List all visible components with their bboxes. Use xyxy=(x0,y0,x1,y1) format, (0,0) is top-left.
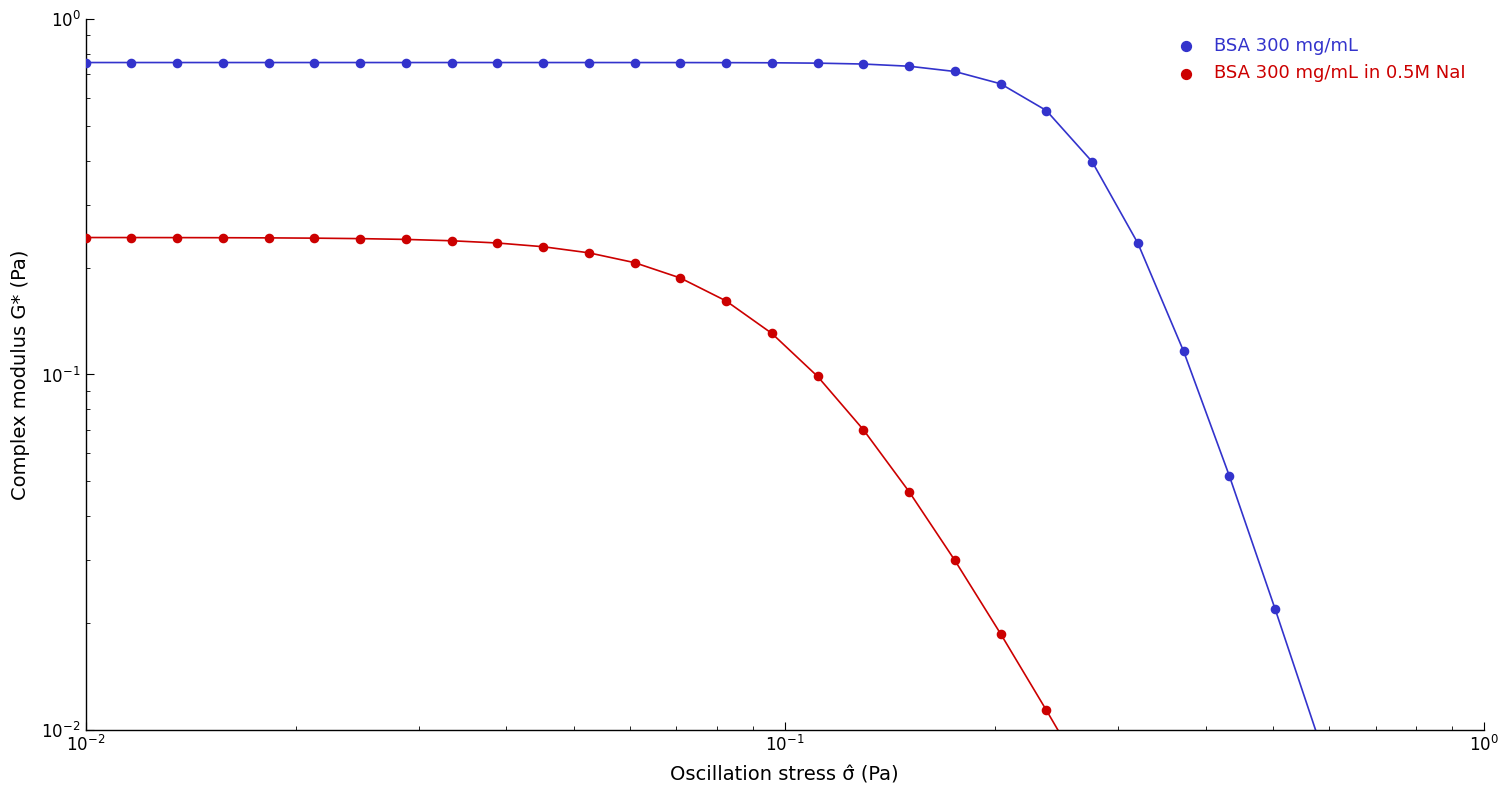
BSA 300 mg/mL xyxy=(1309,739,1333,752)
BSA 300 mg/mL in 0.5M NaI xyxy=(669,271,693,284)
BSA 300 mg/mL in 0.5M NaI xyxy=(942,554,966,567)
Y-axis label: Complex modulus G* (Pa): Complex modulus G* (Pa) xyxy=(11,249,30,500)
BSA 300 mg/mL xyxy=(211,57,236,69)
BSA 300 mg/mL xyxy=(1034,104,1059,117)
BSA 300 mg/mL in 0.5M NaI xyxy=(211,232,236,244)
BSA 300 mg/mL xyxy=(577,57,601,69)
BSA 300 mg/mL xyxy=(532,57,556,69)
BSA 300 mg/mL in 0.5M NaI xyxy=(1034,704,1059,716)
BSA 300 mg/mL in 0.5M NaI xyxy=(622,256,646,269)
BSA 300 mg/mL xyxy=(347,57,371,69)
BSA 300 mg/mL xyxy=(74,57,98,69)
BSA 300 mg/mL in 0.5M NaI xyxy=(257,232,281,244)
BSA 300 mg/mL in 0.5M NaI xyxy=(760,327,784,340)
BSA 300 mg/mL in 0.5M NaI xyxy=(165,232,189,244)
BSA 300 mg/mL xyxy=(1262,603,1287,615)
BSA 300 mg/mL xyxy=(302,57,326,69)
BSA 300 mg/mL in 0.5M NaI xyxy=(532,240,556,253)
BSA 300 mg/mL in 0.5M NaI xyxy=(989,627,1013,640)
BSA 300 mg/mL in 0.5M NaI xyxy=(897,486,921,498)
BSA 300 mg/mL xyxy=(942,65,966,78)
BSA 300 mg/mL xyxy=(485,57,509,69)
BSA 300 mg/mL in 0.5M NaI xyxy=(302,232,326,244)
BSA 300 mg/mL xyxy=(119,57,143,69)
BSA 300 mg/mL xyxy=(1217,470,1241,482)
BSA 300 mg/mL in 0.5M NaI xyxy=(1080,782,1104,795)
BSA 300 mg/mL xyxy=(1172,345,1196,357)
BSA 300 mg/mL xyxy=(669,57,693,69)
BSA 300 mg/mL xyxy=(622,57,646,69)
BSA 300 mg/mL in 0.5M NaI xyxy=(394,233,418,246)
BSA 300 mg/mL in 0.5M NaI xyxy=(852,423,876,436)
BSA 300 mg/mL in 0.5M NaI xyxy=(714,295,738,307)
BSA 300 mg/mL xyxy=(714,57,738,69)
BSA 300 mg/mL xyxy=(439,57,464,69)
BSA 300 mg/mL in 0.5M NaI xyxy=(805,370,829,383)
Legend: BSA 300 mg/mL, BSA 300 mg/mL in 0.5M NaI: BSA 300 mg/mL, BSA 300 mg/mL in 0.5M NaI xyxy=(1164,28,1475,92)
X-axis label: Oscillation stress σ̂ (Pa): Oscillation stress σ̂ (Pa) xyxy=(670,766,898,785)
BSA 300 mg/mL in 0.5M NaI xyxy=(347,232,371,245)
BSA 300 mg/mL xyxy=(852,57,876,70)
BSA 300 mg/mL in 0.5M NaI xyxy=(74,231,98,244)
BSA 300 mg/mL xyxy=(989,77,1013,90)
BSA 300 mg/mL in 0.5M NaI xyxy=(485,236,509,249)
BSA 300 mg/mL xyxy=(760,57,784,69)
BSA 300 mg/mL xyxy=(394,57,418,69)
BSA 300 mg/mL xyxy=(1080,155,1104,168)
BSA 300 mg/mL in 0.5M NaI xyxy=(439,234,464,247)
BSA 300 mg/mL xyxy=(897,60,921,72)
BSA 300 mg/mL xyxy=(1126,236,1151,249)
BSA 300 mg/mL xyxy=(805,57,829,69)
BSA 300 mg/mL in 0.5M NaI xyxy=(577,247,601,259)
BSA 300 mg/mL xyxy=(257,57,281,69)
BSA 300 mg/mL xyxy=(165,57,189,69)
BSA 300 mg/mL in 0.5M NaI xyxy=(119,231,143,244)
